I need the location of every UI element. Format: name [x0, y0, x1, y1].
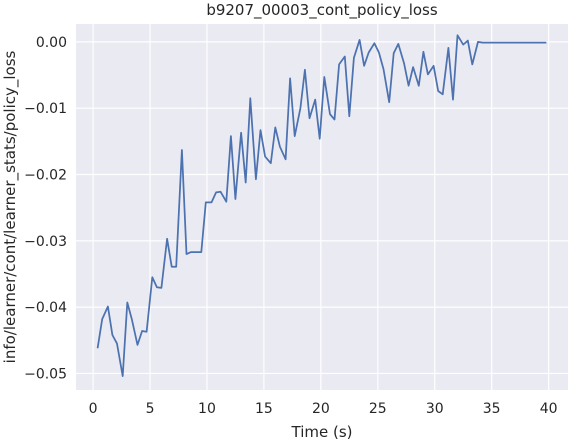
series-line	[96, 34, 547, 377]
x-tick-labels: 0 5 10 15 20 25 30 35 40	[89, 401, 558, 417]
x-tick-label: 15	[255, 401, 273, 417]
x-tick-label: 30	[426, 401, 444, 417]
x-tick-label: 40	[540, 401, 558, 417]
y-tick-label: 0.00	[36, 35, 67, 51]
y-tick-label: −0.03	[24, 234, 67, 250]
y-tick-label: −0.04	[24, 300, 67, 316]
y-axis-label: info/learner/cont/learner_stats/policy_l…	[1, 50, 20, 363]
chart-title: b9207_00003_cont_policy_loss	[206, 1, 438, 20]
x-axis-label: Time (s)	[291, 423, 353, 441]
x-tick-label: 10	[198, 401, 216, 417]
y-tick-labels: −0.05 −0.04 −0.03 −0.02 −0.01 0.00	[24, 35, 67, 383]
y-tick-label: −0.05	[24, 366, 67, 382]
y-tick-label: −0.01	[24, 101, 67, 117]
x-tick-label: 0	[89, 401, 98, 417]
x-tick-label: 25	[369, 401, 387, 417]
y-tick-label: −0.02	[24, 168, 67, 184]
plot-area	[76, 24, 568, 390]
x-tick-label: 35	[483, 401, 501, 417]
x-tick-label: 20	[312, 401, 330, 417]
x-tick-label: 5	[146, 401, 155, 417]
